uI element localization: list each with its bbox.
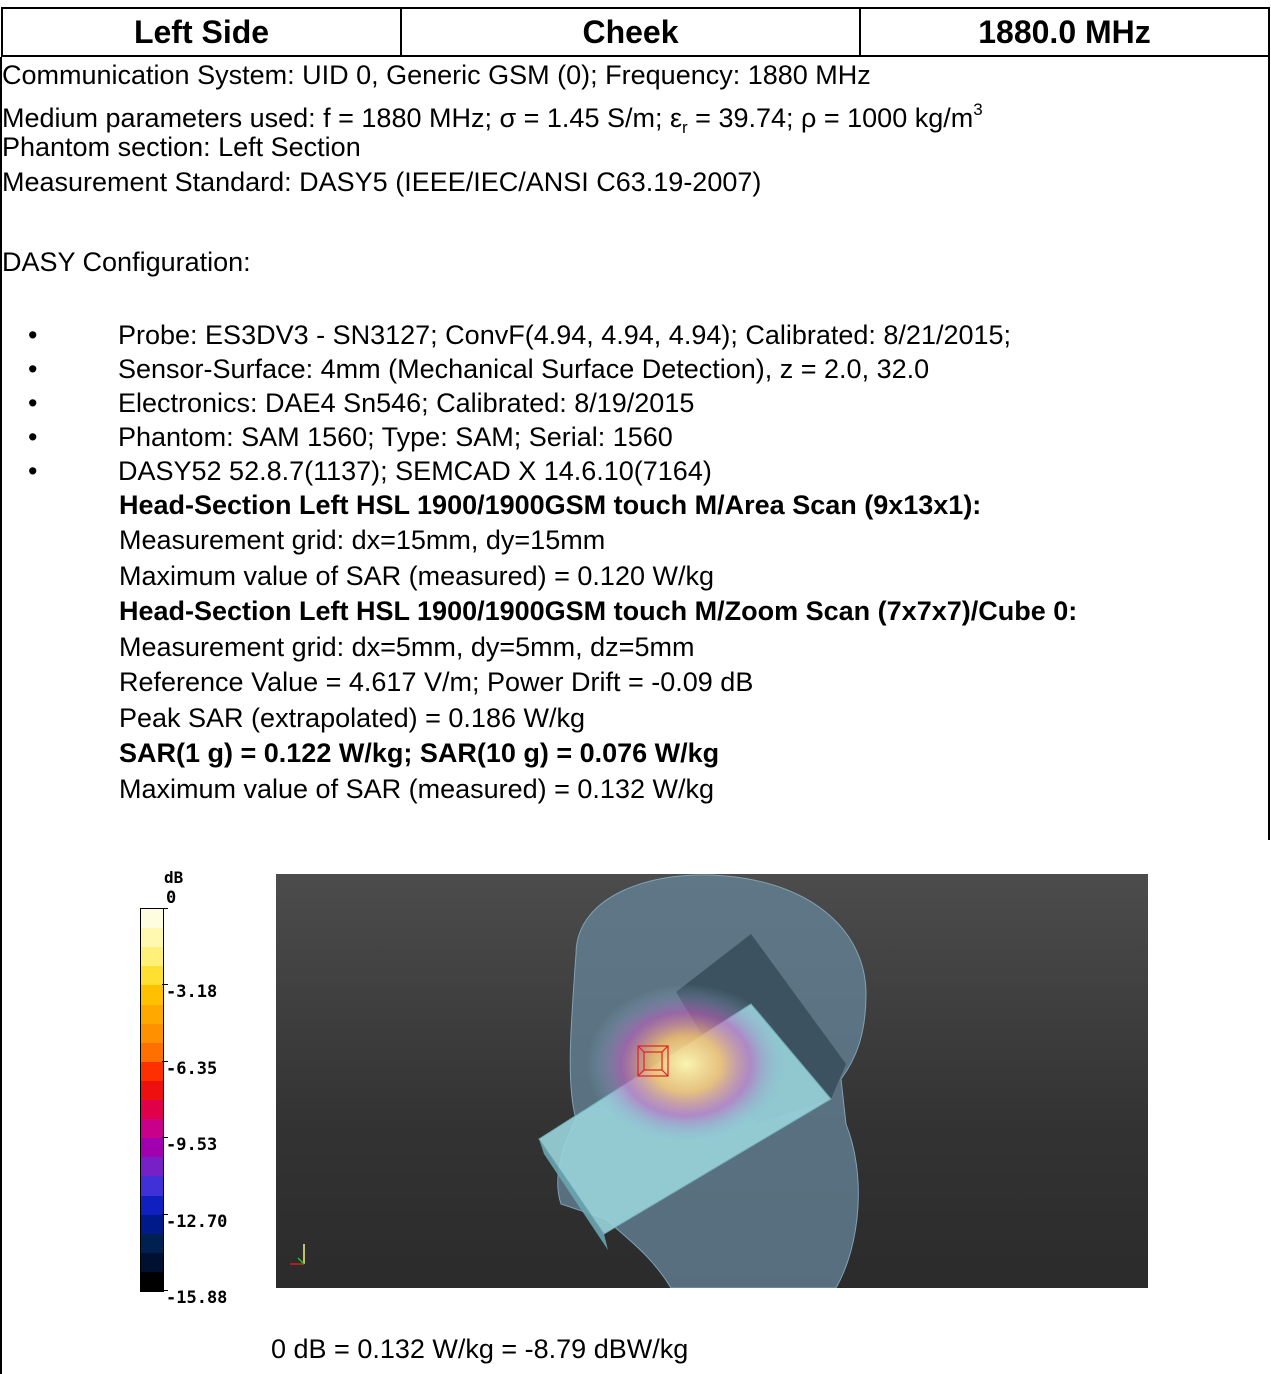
area-scan-title: Head-Section Left HSL 1900/1900GSM touch… [119,490,982,520]
color-scale-segment [141,1214,163,1235]
color-scale-label: -3.18 [166,982,218,1003]
color-scale-segment [141,1023,163,1044]
color-scale-segment [141,1138,163,1158]
color-scale-segment [141,1195,163,1216]
color-scale-segment [141,966,163,986]
measurement-standard: Measurement Standard: DASY5 (IEEE/IEC/AN… [2,167,762,197]
communication-system: Communication System: UID 0, Generic GSM… [2,60,871,90]
color-scale-segment [141,909,163,929]
medium-parameters: Medium parameters used: f = 1880 MHz; σ … [2,100,983,137]
color-scale-tick [162,984,168,986]
color-scale-segment [141,1176,163,1196]
color-scale-tick [162,1290,168,1291]
color-scale-segment [141,1061,163,1082]
header-position: Cheek [400,7,861,57]
sar-values: SAR(1 g) = 0.122 W/kg; SAR(10 g) = 0.076… [119,738,720,768]
right-border [1268,57,1270,840]
area-scan-max: Maximum value of SAR (measured) = 0.120 … [119,561,714,591]
color-scale-tick [162,1060,168,1062]
zoom-scan-max: Maximum value of SAR (measured) = 0.132 … [119,774,714,804]
color-scale-bar [140,908,164,1292]
color-scale-segment [141,1271,163,1292]
color-scale-segment [141,1119,163,1139]
list-item: • Phantom: SAM 1560; Type: SAM; Serial: 1… [28,422,673,452]
left-border [0,57,2,1374]
sar-hotspot [586,984,786,1144]
color-scale-segment [141,1042,163,1063]
dasy-config-label: DASY Configuration: [2,247,251,277]
zoom-scan-grid: Measurement grid: dx=5mm, dy=5mm, dz=5mm [119,632,695,662]
color-scale-label: 0 [166,888,177,908]
peak-sar: Peak SAR (extrapolated) = 0.186 W/kg [119,703,585,733]
color-scale-segment [141,985,163,1005]
color-scale-label: -15.88 [166,1288,228,1308]
scale-reference-caption: 0 dB = 0.132 W/kg = -8.79 dBW/kg [271,1334,689,1364]
header-frequency: 1880.0 MHz [859,7,1270,57]
header-table: Left Side Cheek 1880.0 MHz [1,7,1270,57]
color-scale-segment [141,947,163,967]
head-phantom-render [290,874,867,1288]
sar-3d-view [276,874,1148,1288]
dasy-config-list: • Probe: ES3DV3 - SN3127; ConvF(4.94, 4.9… [28,318,1012,488]
color-scale-tick [162,1213,168,1215]
color-scale-segment [141,1080,163,1101]
phone-side [539,1139,608,1250]
list-item: • Probe: ES3DV3 - SN3127; ConvF(4.94, 4.9… [28,320,1012,350]
zoom-cube [637,1045,669,1077]
color-scale-label: -12.70 [166,1211,228,1232]
color-scale-segment [141,1252,163,1273]
list-item: • Electronics: DAE4 Sn546; Calibrated: 8/… [28,388,695,418]
color-scale: dB 0 -3.18 -6.35 -9.53 -12.70 -15.88 [140,868,260,1308]
color-scale-tick [162,908,168,909]
color-scale-label: -6.35 [166,1058,218,1079]
area-scan-grid: Measurement grid: dx=15mm, dy=15mm [119,525,606,555]
color-scale-segment [141,1004,163,1025]
color-scale-segment [141,928,163,948]
color-scale-unit: dB [164,868,184,887]
list-item: • DASY52 52.8.7(1137); SEMCAD X 14.6.10(7… [28,456,712,486]
list-item: • Sensor-Surface: 4mm (Mechanical Surface… [28,354,930,384]
color-scale-tick [162,1137,168,1139]
header-side: Left Side [1,7,402,57]
reference-value: Reference Value = 4.617 V/m; Power Drift… [119,667,754,697]
color-scale-segment [141,1157,163,1177]
axis-triad-icon [290,1244,305,1265]
color-scale-segment [141,1233,163,1254]
color-scale-label: -9.53 [166,1135,218,1156]
phantom-section: Phantom section: Left Section [2,132,361,162]
zoom-scan-title: Head-Section Left HSL 1900/1900GSM touch… [119,596,1078,626]
color-scale-segment [141,1100,163,1120]
